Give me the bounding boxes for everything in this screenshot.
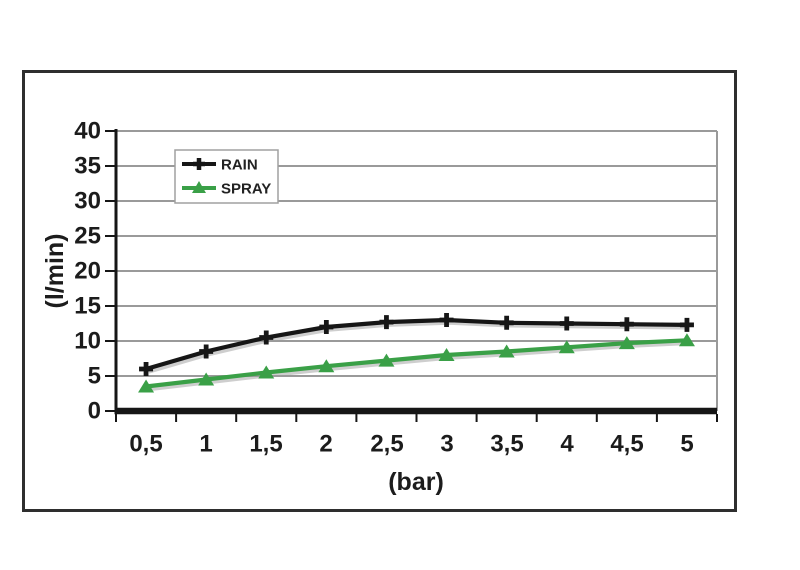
series-shadow-rain [147,320,690,374]
x-tick-25: 2,5 [370,431,403,458]
legend: RAIN SPRAY [174,149,279,204]
y-tick-5: 5 [88,363,101,390]
y-tick-35: 35 [74,153,101,180]
plus-marker-icon [619,317,634,332]
triangle-marker-icon [318,359,335,373]
plus-marker-icon [679,317,694,332]
plus-marker-icon [559,316,574,331]
x-tick-5: 5 [680,431,693,458]
plus-marker-icon [199,344,214,359]
series-line-rain [145,317,687,372]
plus-marker-icon [319,320,334,334]
triangle-marker-icon [498,344,515,358]
x-tick-3: 3 [440,431,453,458]
triangle-marker-icon [678,333,695,347]
y-tick-20: 20 [74,258,101,285]
x-tick-2: 2 [319,431,332,458]
plus-marker-icon [439,313,454,327]
y-tick-10: 10 [74,328,101,355]
data-series [138,313,695,393]
triangle-marker-icon [258,365,275,379]
chart-figure: 0 5 10 15 20 25 30 35 40 0,5 1 1,5 2 2,5… [22,70,737,512]
triangle-marker-icon [138,379,155,393]
x-tick-4: 4 [560,431,574,458]
x-tick-15: 1,5 [249,431,282,458]
legend-spray-triangle-marker-icon [192,181,206,193]
x-tick-35: 3,5 [490,431,523,458]
plus-marker-icon [379,315,394,330]
x-axis-tick-labels: 0,5 1 1,5 2 2,5 3 3,5 4 4,5 5 [129,431,693,458]
legend-spray-label: SPRAY [221,181,271,198]
x-tick-1: 1 [199,431,212,458]
legend-rain-plus-marker-icon [193,158,205,170]
y-tick-15: 15 [74,293,101,320]
plus-marker-icon [499,315,514,330]
y-tick-30: 30 [74,188,101,215]
y-axis-tick-labels: 0 5 10 15 20 25 30 35 40 [74,118,101,425]
triangle-marker-icon [558,340,575,354]
x-tick-05: 0,5 [129,431,162,458]
flow-rate-chart: 0 5 10 15 20 25 30 35 40 0,5 1 1,5 2 2,5… [41,118,718,496]
triangle-marker-icon [198,372,215,386]
legend-rain-label: RAIN [221,157,258,174]
triangle-marker-icon [378,353,395,367]
triangle-marker-icon [438,348,455,361]
y-tick-25: 25 [74,223,101,250]
x-axis-title: (bar) [388,468,444,496]
x-tick-45: 4,5 [610,431,643,458]
series-line-spray [145,338,688,389]
series-shadow-spray [148,340,690,392]
legend-box [174,149,279,204]
plus-marker-icon [139,362,154,376]
y-axis-title: (l/min) [41,234,69,309]
y-tick-0: 0 [88,398,101,425]
axes [105,129,718,422]
y-tick-40: 40 [74,118,101,145]
triangle-marker-icon [618,336,635,350]
plus-marker-icon [259,330,274,345]
